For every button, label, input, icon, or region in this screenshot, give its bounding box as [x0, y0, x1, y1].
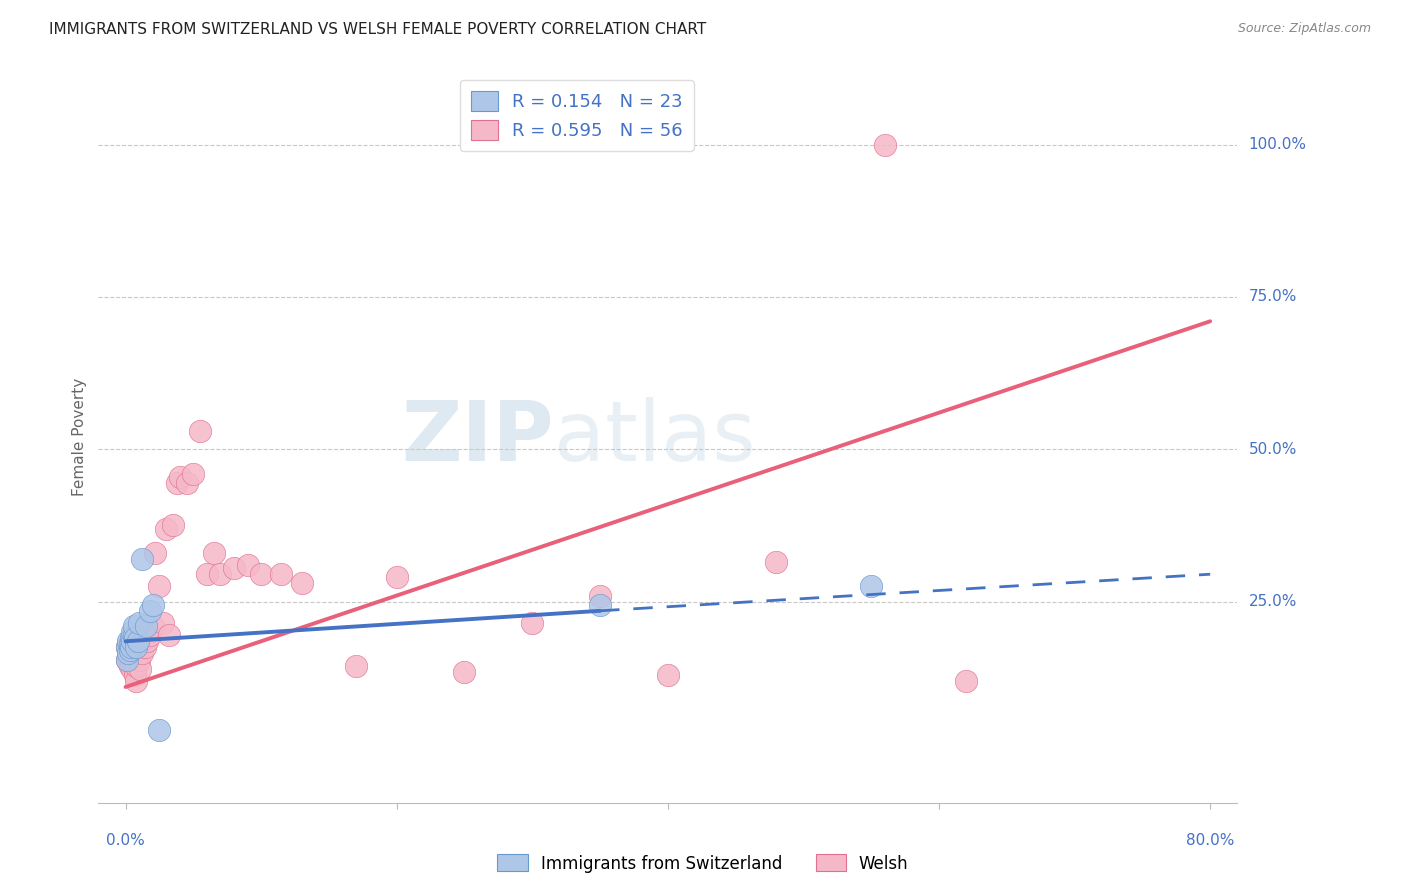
Point: [121, 625, 143, 640]
Point: [115, 652, 138, 666]
Text: 25.0%: 25.0%: [1249, 594, 1296, 609]
Point: [124, 652, 146, 666]
Point: [236, 558, 259, 573]
Point: [135, 619, 157, 633]
Point: [117, 649, 139, 664]
Point: [121, 649, 143, 664]
Point: [131, 647, 153, 661]
Point: [873, 137, 896, 152]
Point: [124, 667, 146, 681]
Point: [120, 640, 142, 655]
Point: [122, 658, 145, 673]
Point: [138, 625, 160, 640]
Point: [118, 637, 141, 651]
Point: [155, 521, 177, 535]
Point: [118, 658, 141, 673]
Text: 75.0%: 75.0%: [1249, 289, 1296, 304]
Point: [222, 561, 245, 575]
Point: [124, 632, 146, 646]
Text: Source: ZipAtlas.com: Source: ZipAtlas.com: [1237, 22, 1371, 36]
Point: [270, 567, 292, 582]
Point: [118, 647, 141, 661]
Point: [127, 634, 149, 648]
Point: [139, 604, 162, 618]
Point: [291, 576, 314, 591]
Point: [195, 567, 218, 582]
Point: [122, 628, 145, 642]
Text: ZIP: ZIP: [402, 397, 554, 477]
Point: [115, 640, 138, 655]
Text: 80.0%: 80.0%: [1187, 833, 1234, 848]
Point: [120, 656, 142, 670]
Point: [162, 518, 184, 533]
Point: [202, 546, 225, 560]
Point: [142, 619, 165, 633]
Point: [860, 579, 883, 593]
Text: 50.0%: 50.0%: [1249, 442, 1296, 457]
Point: [128, 652, 150, 666]
Point: [125, 640, 148, 655]
Point: [134, 640, 156, 655]
Point: [121, 634, 143, 648]
Point: [145, 546, 167, 560]
Point: [125, 658, 148, 673]
Point: [118, 643, 141, 657]
Point: [955, 673, 977, 688]
Point: [115, 640, 138, 655]
Y-axis label: Female Poverty: Female Poverty: [72, 378, 87, 496]
Point: [139, 628, 162, 642]
Point: [148, 723, 170, 737]
Point: [136, 634, 159, 648]
Point: [148, 579, 170, 593]
Point: [142, 598, 165, 612]
Point: [250, 567, 273, 582]
Point: [152, 615, 174, 630]
Point: [132, 625, 155, 640]
Point: [121, 662, 143, 676]
Point: [117, 637, 139, 651]
Point: [115, 652, 138, 666]
Point: [385, 570, 408, 584]
Legend: R = 0.154   N = 23, R = 0.595   N = 56: R = 0.154 N = 23, R = 0.595 N = 56: [460, 80, 693, 151]
Point: [122, 640, 145, 655]
Point: [657, 667, 679, 681]
Text: IMMIGRANTS FROM SWITZERLAND VS WELSH FEMALE POVERTY CORRELATION CHART: IMMIGRANTS FROM SWITZERLAND VS WELSH FEM…: [49, 22, 706, 37]
Text: 0.0%: 0.0%: [107, 833, 145, 848]
Point: [135, 622, 157, 636]
Point: [453, 665, 475, 679]
Point: [117, 647, 139, 661]
Point: [117, 634, 139, 648]
Legend: Immigrants from Switzerland, Welsh: Immigrants from Switzerland, Welsh: [491, 847, 915, 880]
Point: [169, 469, 191, 483]
Point: [589, 598, 612, 612]
Point: [176, 475, 198, 490]
Point: [522, 615, 544, 630]
Text: atlas: atlas: [554, 397, 755, 477]
Point: [589, 589, 612, 603]
Point: [157, 628, 180, 642]
Point: [122, 619, 145, 633]
Point: [127, 640, 149, 655]
Point: [183, 467, 205, 481]
Point: [129, 662, 152, 676]
Point: [125, 673, 148, 688]
Point: [765, 555, 787, 569]
Point: [166, 475, 188, 490]
Text: 100.0%: 100.0%: [1249, 137, 1306, 152]
Point: [209, 567, 232, 582]
Point: [120, 632, 142, 646]
Point: [188, 424, 211, 438]
Point: [128, 615, 150, 630]
Point: [131, 552, 153, 566]
Point: [344, 658, 367, 673]
Point: [120, 643, 142, 657]
Point: [128, 640, 150, 655]
